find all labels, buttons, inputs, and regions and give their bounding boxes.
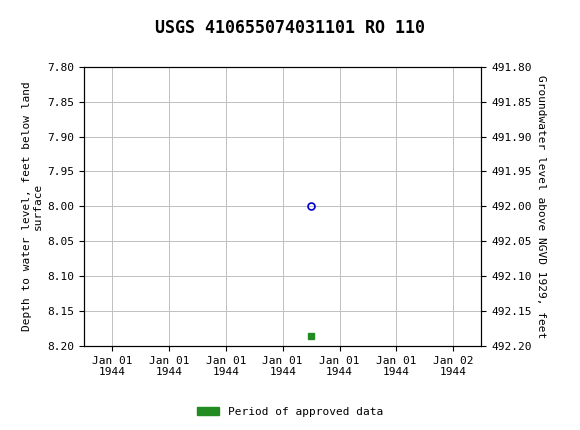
Text: USGS 410655074031101 RO 110: USGS 410655074031101 RO 110 xyxy=(155,19,425,37)
Y-axis label: Groundwater level above NGVD 1929, feet: Groundwater level above NGVD 1929, feet xyxy=(536,75,546,338)
Text: ▓USGS: ▓USGS xyxy=(10,9,65,29)
Y-axis label: Depth to water level, feet below land
surface: Depth to water level, feet below land su… xyxy=(21,82,44,331)
Legend: Period of approved data: Period of approved data xyxy=(193,402,387,421)
